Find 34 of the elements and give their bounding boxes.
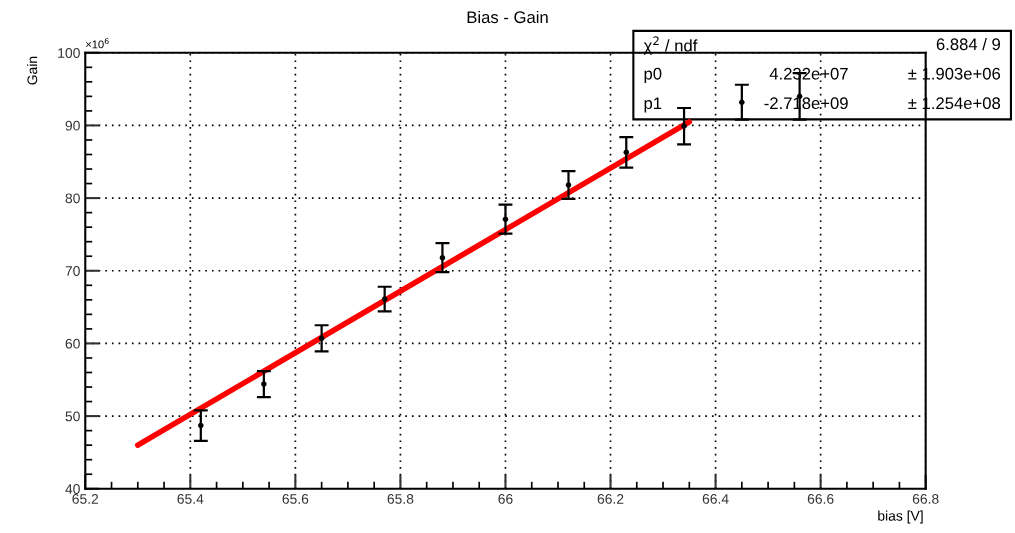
x-tick-label: 65.2: [72, 493, 99, 504]
annotation: 4.232e+07: [769, 67, 848, 80]
x-tick-label: 65.6: [282, 493, 309, 504]
x-axis-title: bias [V]: [878, 510, 923, 524]
point: [381, 296, 388, 302]
x-tick-label: 66.8: [912, 493, 939, 504]
point: [739, 99, 745, 105]
text: ×10$^{6}$: [86, 38, 109, 49]
y-tick-label: 40: [65, 484, 80, 494]
point: [318, 335, 325, 342]
x-tick-label: 65.4: [177, 493, 204, 504]
y-tick-label: 80: [65, 193, 80, 204]
point: [198, 422, 204, 429]
annotation: p0: [644, 67, 662, 83]
x-tick-label: 66.2: [597, 493, 624, 504]
x-tick-label: 66.4: [702, 493, 729, 504]
x-tick-label: 66.6: [807, 493, 834, 504]
x-tick-label: 66: [498, 493, 513, 504]
point: [623, 149, 630, 156]
y-axis-title: Gain: [27, 56, 38, 85]
annotation: p1: [644, 97, 662, 113]
point: [439, 254, 446, 261]
y-tick-label: 90: [65, 120, 80, 131]
point: [502, 216, 509, 222]
point: [681, 123, 687, 129]
point: [261, 381, 267, 387]
y-tick-label: 50: [65, 411, 80, 422]
y-tick-label: 70: [65, 266, 80, 276]
x-tick-label: 65.8: [387, 493, 414, 504]
text: 6.884 / 9: [936, 37, 1001, 51]
point: [565, 182, 572, 188]
y-tick-label: 100: [58, 48, 80, 58]
y-tick-label: 60: [65, 338, 80, 349]
chart-title: Bias - Gain: [467, 10, 548, 24]
